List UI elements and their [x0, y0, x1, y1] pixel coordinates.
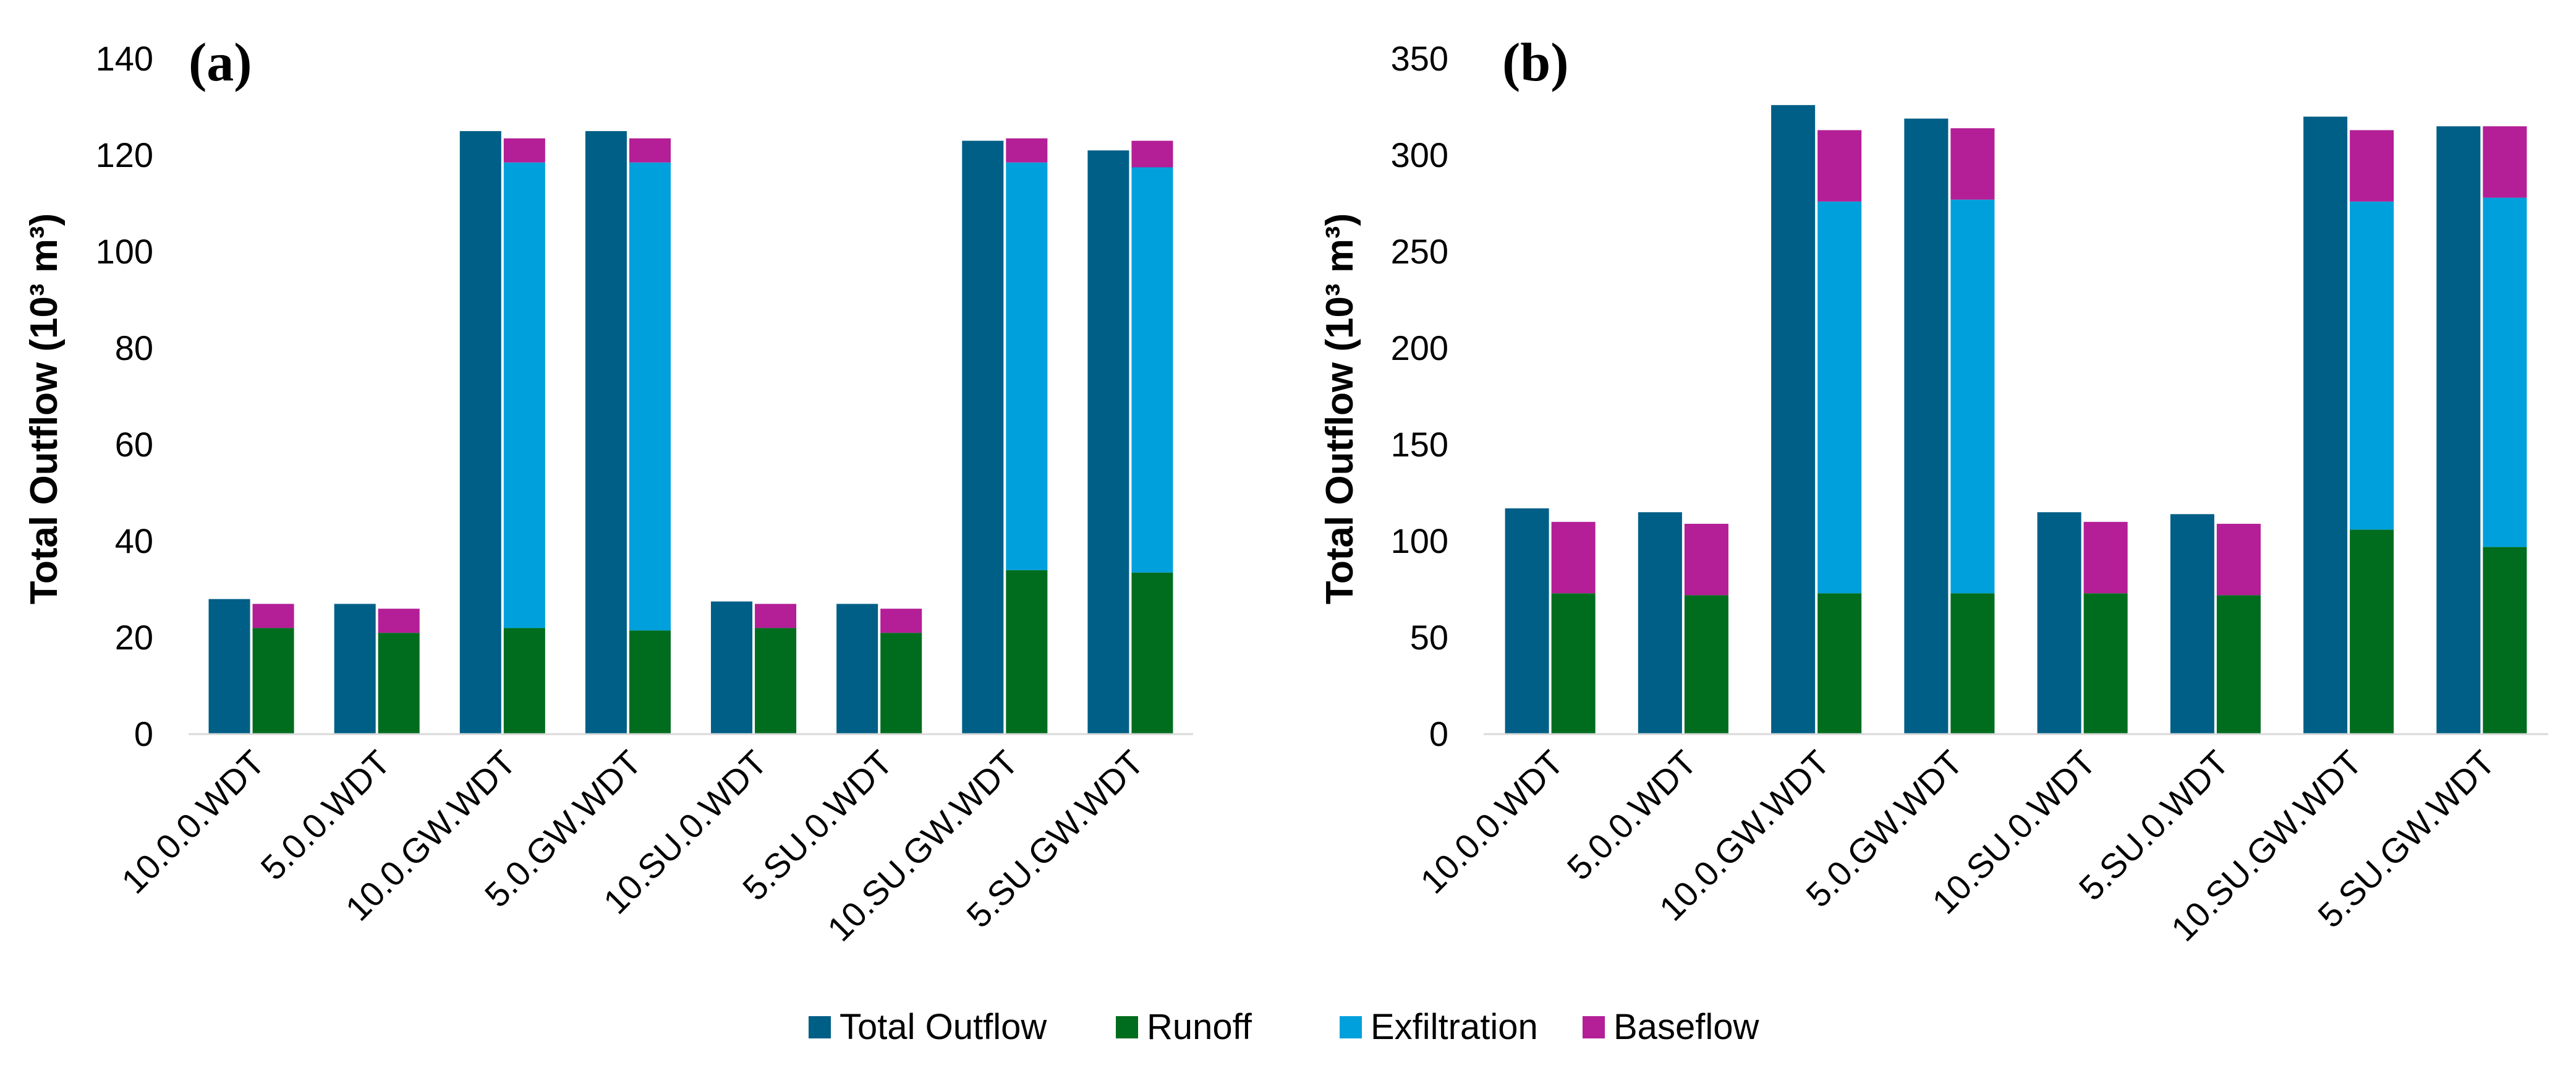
- bar-exfiltration: [503, 162, 545, 628]
- y-tick-label: 100: [96, 232, 153, 271]
- legend-label-runoff: Runoff: [1147, 1007, 1252, 1047]
- bar-baseflow: [1817, 130, 1862, 202]
- bar-baseflow: [1950, 128, 1995, 200]
- legend-label-total-outflow: Total Outflow: [840, 1007, 1047, 1047]
- bar-runoff: [1131, 572, 1173, 734]
- bar-total-outflow: [334, 604, 376, 734]
- bar-baseflow: [755, 604, 797, 628]
- y-tick-label: 140: [96, 39, 153, 78]
- y-tick-label: 300: [1391, 135, 1448, 174]
- bar-baseflow: [1131, 140, 1173, 168]
- legend-label-exfiltration: Exfiltration: [1371, 1007, 1538, 1047]
- bar-total-outflow: [1505, 508, 1549, 734]
- bar-exfiltration: [2350, 201, 2394, 530]
- bar-runoff: [1551, 593, 1596, 734]
- bar-total-outflow: [2037, 512, 2081, 734]
- y-tick-label: 0: [134, 714, 153, 753]
- bar-baseflow: [1551, 521, 1596, 594]
- y-axis-title: Total Outflow (10³ m³): [23, 213, 66, 605]
- y-tick-label: 60: [115, 425, 153, 464]
- bar-total-outflow: [836, 604, 878, 734]
- bar-total-outflow: [1087, 150, 1129, 734]
- bar-runoff: [1006, 570, 1048, 734]
- legend-swatch-baseflow: [1583, 1016, 1605, 1038]
- bar-baseflow: [2083, 521, 2128, 594]
- bar-runoff: [880, 633, 922, 734]
- panel-label: (b): [1502, 33, 1569, 93]
- bar-runoff: [2083, 593, 2128, 734]
- bar-baseflow: [2350, 130, 2394, 202]
- bar-runoff: [252, 628, 294, 734]
- y-tick-label: 150: [1391, 425, 1448, 464]
- panel-label: (a): [189, 33, 252, 93]
- bar-runoff: [1817, 593, 1862, 734]
- bar-runoff: [2216, 595, 2261, 734]
- bar-exfiltration: [1817, 201, 1862, 594]
- y-tick-label: 120: [96, 135, 153, 174]
- bar-total-outflow: [459, 131, 501, 734]
- bar-total-outflow: [1638, 512, 1682, 734]
- bar-total-outflow: [585, 131, 627, 734]
- bar-runoff: [755, 628, 797, 734]
- y-tick-label: 200: [1391, 328, 1448, 367]
- bar-baseflow: [2216, 523, 2261, 596]
- panel-b: 0 50 100 150 200 250 300 350 Total Outflow (10³ …: [1319, 33, 2548, 949]
- x-tick-label: 10.0.0.WDT: [1413, 743, 1571, 901]
- x-tick-label: 10.0.0.WDT: [114, 743, 272, 901]
- y-tick-label: 100: [1391, 521, 1448, 560]
- bar-baseflow: [503, 138, 545, 163]
- bar-exfiltration: [1950, 199, 1995, 594]
- y-tick-label: 20: [115, 618, 153, 657]
- bar-baseflow: [1684, 523, 1728, 596]
- bar-total-outflow: [711, 601, 753, 734]
- y-tick-label: 250: [1391, 232, 1448, 271]
- bar-exfiltration: [1006, 162, 1048, 570]
- bar-baseflow: [629, 138, 671, 163]
- bar-total-outflow: [2170, 514, 2214, 734]
- bar-runoff: [1950, 593, 1995, 734]
- bar-total-outflow: [1904, 118, 1949, 735]
- legend-swatch-runoff: [1116, 1016, 1138, 1038]
- bar-runoff: [629, 630, 671, 734]
- bar-total-outflow: [2303, 116, 2348, 735]
- bar-exfiltration: [2483, 197, 2527, 547]
- y-tick-label: 0: [1429, 714, 1448, 753]
- legend-swatch-total-outflow: [809, 1016, 831, 1038]
- panel-a: 0 20 40 60 80 100 120 140 Total Outflow (10³ m³)…: [23, 33, 1193, 949]
- bar-runoff: [503, 628, 545, 734]
- legend: Total Outflow Runoff Exfiltration Baseflow: [809, 1007, 1759, 1047]
- bar-exfiltration: [1131, 167, 1173, 573]
- y-tick-label: 50: [1410, 618, 1448, 657]
- y-tick-label: 350: [1391, 39, 1448, 78]
- bar-baseflow: [252, 604, 294, 628]
- bar-baseflow: [880, 609, 922, 633]
- bar-runoff: [1684, 595, 1728, 734]
- y-axis-title: Total Outflow (10³ m³): [1319, 213, 1361, 605]
- x-tick-label: 5.0.0.WDT: [1560, 743, 1704, 888]
- bar-total-outflow: [2436, 126, 2481, 734]
- bar-baseflow: [378, 609, 420, 633]
- bar-baseflow: [2483, 126, 2527, 198]
- bar-total-outflow: [1771, 105, 1816, 734]
- bar-baseflow: [1006, 138, 1048, 163]
- legend-label-baseflow: Baseflow: [1613, 1007, 1759, 1047]
- bar-runoff: [2483, 547, 2527, 734]
- bar-total-outflow: [962, 140, 1004, 735]
- y-tick-label: 80: [115, 328, 153, 367]
- legend-swatch-exfiltration: [1340, 1016, 1362, 1038]
- bar-runoff: [378, 633, 420, 734]
- bar-total-outflow: [208, 599, 250, 734]
- bar-runoff: [2350, 529, 2394, 734]
- y-tick-label: 40: [115, 521, 153, 560]
- bar-exfiltration: [629, 162, 671, 631]
